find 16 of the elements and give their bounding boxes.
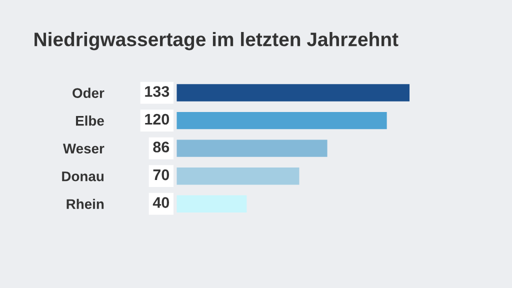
- bar: [176, 167, 300, 185]
- chart-title: Niedrigwassertage im letzten Jahrzehnt: [34, 32, 398, 50]
- bar: [176, 140, 328, 157]
- data-label: 120: [145, 114, 170, 125]
- y-tick-label: Weser: [62, 144, 104, 154]
- bar: [176, 112, 387, 130]
- y-tick-label: Donau: [62, 172, 104, 182]
- y-tick-label: Elbe: [76, 116, 104, 126]
- data-label: 40: [152, 197, 170, 208]
- data-label: 133: [145, 86, 170, 97]
- bar: [176, 84, 410, 102]
- data-label: 86: [153, 142, 170, 152]
- y-tick-label: Rhein: [66, 198, 104, 210]
- y-tick-label: Oder: [72, 88, 104, 98]
- bar: [176, 195, 247, 212]
- data-label: 70: [153, 169, 170, 180]
